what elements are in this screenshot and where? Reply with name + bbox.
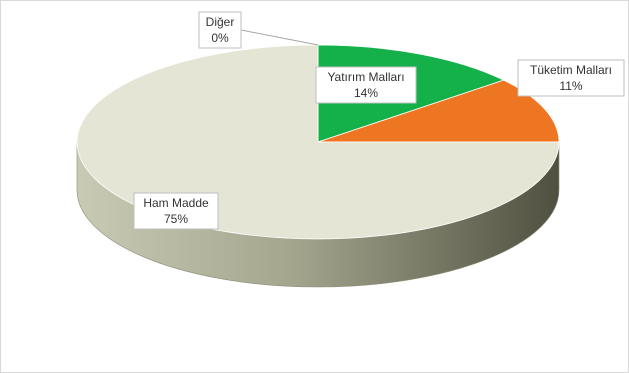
label-ham-madde-name: Ham Madde [143,196,209,210]
label-yatirim-mallari: Yatırım Malları 14% [315,66,417,104]
label-diger-name: Diğer [206,15,235,29]
pie-slice-tuketim-mallari [317,79,560,143]
leader-line-diger [240,29,319,46]
label-tuketim-mallari: Tüketim Malları 11% [517,59,625,97]
label-diger-value: 0% [211,31,229,45]
label-yatirim-name: Yatırım Malları [327,70,404,84]
label-yatirim-value: 14% [354,86,378,100]
label-ham-madde-value: 75% [164,212,188,226]
label-tuketim-name: Tüketim Malları [530,63,612,77]
label-diger: Diğer 0% [198,11,242,49]
label-ham-madde: Ham Madde 75% [133,192,219,230]
pie-top-faces [76,44,560,240]
label-tuketim-value: 11% [559,79,582,93]
data-labels: Diğer 0% Yatırım Malları 14% Tüketim Mal… [133,11,625,230]
leader-lines [240,29,319,46]
